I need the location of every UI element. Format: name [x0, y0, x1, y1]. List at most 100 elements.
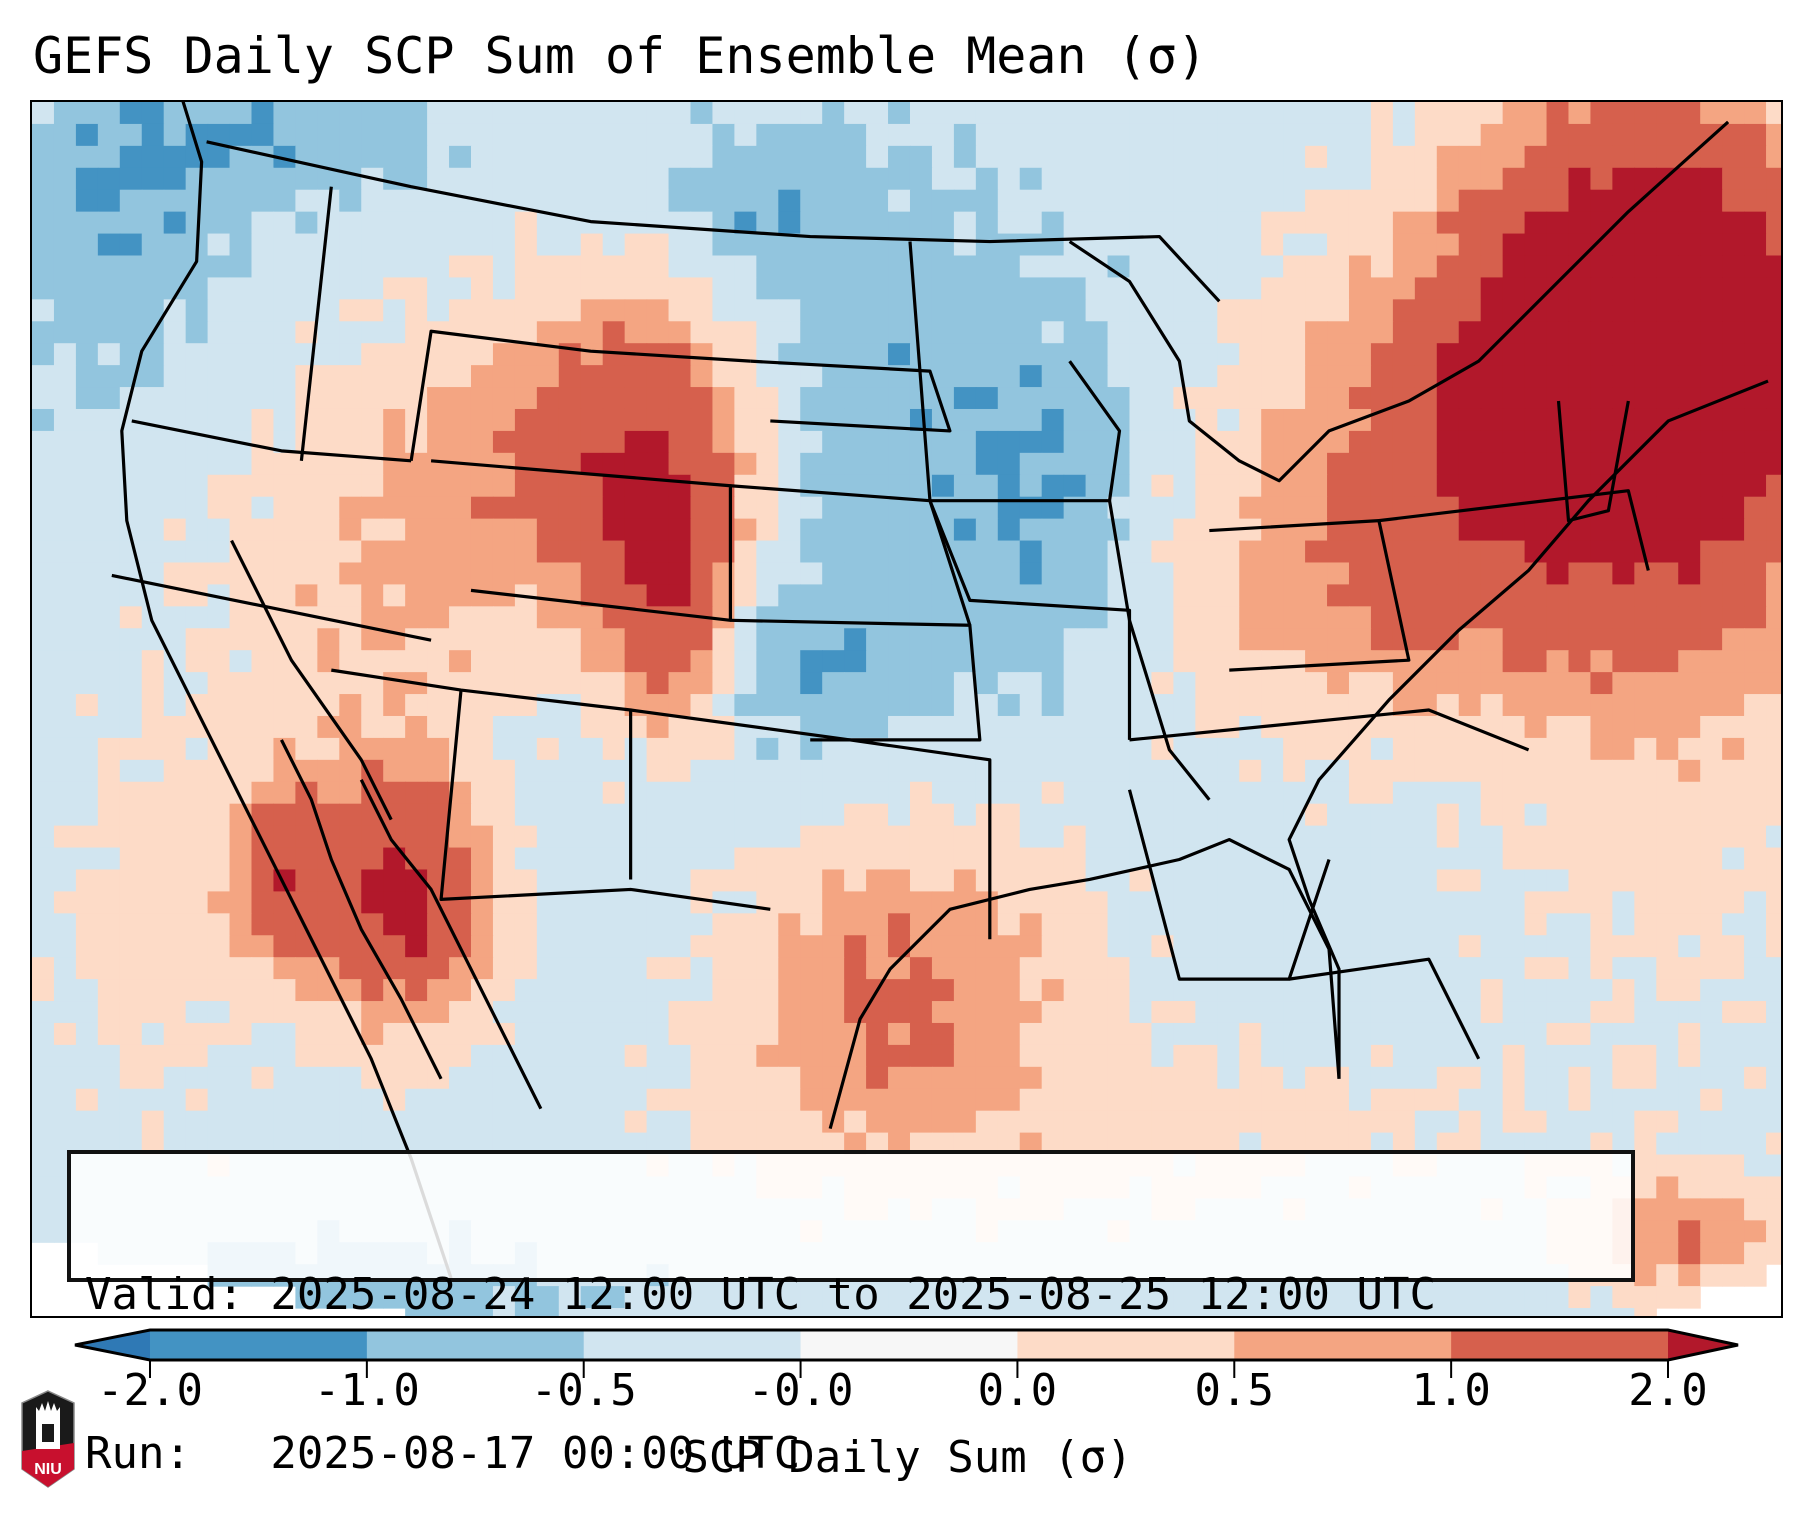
heatmap-cell	[536, 825, 560, 849]
heatmap-cell	[141, 540, 165, 564]
heatmap-cell	[1239, 803, 1262, 827]
heatmap-cell	[1480, 321, 1504, 344]
heatmap-cell	[1217, 606, 1240, 629]
heatmap-cell	[1261, 518, 1284, 542]
heatmap-cell	[514, 277, 538, 300]
heatmap-cell	[1502, 1066, 1526, 1090]
heatmap-cell	[1414, 1308, 1438, 1316]
heatmap-cell	[866, 1066, 889, 1090]
heatmap-cell	[1436, 781, 1460, 805]
heatmap-cell	[470, 759, 494, 783]
heatmap-cell	[163, 1066, 187, 1090]
heatmap-cell	[514, 1132, 538, 1156]
heatmap-cell	[207, 803, 231, 827]
heatmap-cell	[1283, 1308, 1306, 1316]
heatmap-cell	[229, 474, 253, 498]
heatmap-cell	[866, 891, 889, 914]
heatmap-cell	[361, 759, 384, 783]
heatmap-cell	[909, 211, 933, 235]
heatmap-cell	[1217, 1066, 1240, 1090]
heatmap-cell	[1678, 321, 1701, 344]
heatmap-cell	[909, 715, 933, 739]
heatmap-cell	[1217, 233, 1240, 257]
colorbar-bin	[1017, 1330, 1235, 1360]
heatmap-cell	[317, 1001, 340, 1024]
heatmap-cell	[1766, 233, 1781, 257]
heatmap-cell	[1195, 211, 1218, 235]
heatmap-cell	[1305, 1066, 1328, 1090]
heatmap-cell	[536, 496, 560, 520]
heatmap-cell	[1634, 1001, 1657, 1024]
heatmap-cell	[185, 496, 209, 520]
heatmap-cell	[844, 496, 867, 520]
heatmap-cell	[1041, 408, 1065, 432]
heatmap-cell	[800, 957, 823, 980]
heatmap-cell	[975, 1001, 999, 1024]
gulf-coast	[828, 837, 1341, 1130]
heatmap-cell	[470, 935, 494, 958]
heatmap-cell	[1612, 145, 1635, 169]
heatmap-cell	[1744, 672, 1767, 695]
heatmap-cell	[1524, 1066, 1548, 1090]
colorbar-bin	[366, 1330, 585, 1360]
heatmap-cell	[1436, 343, 1460, 366]
heatmap-cell	[1151, 167, 1174, 191]
heatmap-cell	[185, 672, 209, 695]
heatmap-cell	[756, 694, 779, 717]
heatmap-cell	[1085, 102, 1109, 125]
heatmap-cell	[339, 430, 362, 454]
heatmap-cell	[1634, 408, 1657, 432]
heatmap-cell	[229, 957, 253, 980]
heatmap-cell	[229, 408, 253, 432]
heatmap-cell	[1590, 1088, 1613, 1112]
heatmap-cell	[866, 562, 889, 586]
heatmap-cell	[975, 1110, 999, 1134]
heatmap-cell	[1370, 737, 1394, 761]
heatmap-cell	[1327, 715, 1350, 739]
heatmap-cell	[141, 781, 165, 805]
heatmap-cell	[1766, 540, 1781, 564]
heatmap-cell	[1436, 277, 1460, 300]
heatmap-cell	[536, 584, 560, 607]
heatmap-cell	[1173, 1308, 1196, 1316]
heatmap-cell	[778, 255, 801, 279]
heatmap-cell	[1744, 299, 1767, 322]
heatmap-cell	[558, 321, 582, 344]
heatmap-cell	[1305, 167, 1328, 191]
heatmap-cell	[1239, 1044, 1262, 1068]
heatmap-cell	[953, 430, 977, 454]
heatmap-cell	[997, 715, 1021, 739]
heatmap-cell	[1173, 1001, 1196, 1024]
heatmap-cell	[1041, 737, 1065, 761]
heatmap-cell	[558, 1044, 582, 1068]
heatmap-cell	[1656, 102, 1679, 125]
heatmap-cell	[317, 474, 340, 498]
heatmap-cell	[1063, 474, 1087, 498]
heatmap-cell	[1656, 496, 1679, 520]
heatmap-cell	[580, 825, 604, 849]
heatmap-cell	[1370, 167, 1394, 191]
heatmap-cell	[317, 102, 340, 125]
heatmap-cell	[1063, 1044, 1087, 1068]
heatmap-cell	[1195, 957, 1218, 980]
heatmap-cell	[1085, 715, 1109, 739]
heatmap-cell	[1722, 1110, 1745, 1134]
heatmap-cell	[756, 584, 779, 607]
heatmap-cell	[844, 759, 867, 783]
heatmap-cell	[536, 102, 560, 125]
heatmap-cell	[1063, 299, 1087, 322]
heatmap-cell	[1129, 211, 1153, 235]
heatmap-cell	[207, 957, 231, 980]
heatmap-cell	[580, 803, 604, 827]
heatmap-cell	[888, 102, 911, 125]
heatmap-cell	[1502, 1088, 1526, 1112]
heatmap-cell	[624, 387, 648, 410]
heatmap-cell	[1656, 891, 1679, 914]
heatmap-cell	[1041, 628, 1065, 651]
heatmap-cell	[1568, 189, 1592, 213]
heatmap-cell	[1085, 518, 1109, 542]
heatmap-cell	[32, 430, 55, 454]
heatmap-cell	[975, 979, 999, 1002]
heatmap-cell	[1436, 957, 1460, 980]
heatmap-cell	[931, 255, 955, 279]
